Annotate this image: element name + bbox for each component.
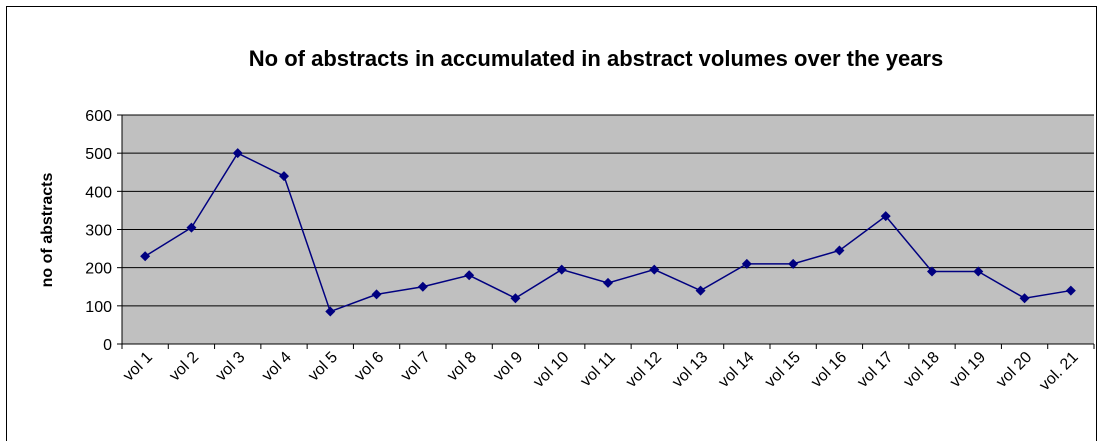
marker — [510, 293, 521, 304]
marker — [834, 245, 845, 256]
marker — [1019, 293, 1030, 304]
chart-title: No of abstracts in accumulated in abstra… — [249, 46, 943, 71]
marker — [186, 222, 197, 233]
marker — [788, 258, 799, 269]
marker — [417, 281, 428, 292]
marker — [140, 251, 151, 262]
marker — [325, 306, 336, 317]
marker — [232, 148, 243, 159]
y-tick-label: 200 — [85, 261, 112, 278]
y-tick-label: 500 — [85, 146, 112, 163]
marker — [649, 264, 660, 275]
marker — [556, 264, 567, 275]
marker — [464, 270, 475, 281]
y-tick-label: 300 — [85, 223, 112, 240]
marker — [279, 171, 289, 182]
y-tick-label: 100 — [85, 299, 112, 316]
marker — [695, 285, 706, 296]
marker — [603, 277, 613, 288]
marker — [973, 266, 984, 277]
marker — [927, 266, 937, 277]
marker — [741, 258, 752, 269]
y-tick-label: 600 — [85, 108, 112, 125]
y-tick-label: 400 — [85, 184, 112, 201]
marker — [371, 289, 382, 300]
marker — [1065, 285, 1076, 296]
y-axis-label: no of abstracts — [39, 173, 56, 288]
y-tick-label: 0 — [103, 337, 112, 354]
marker — [880, 211, 891, 222]
